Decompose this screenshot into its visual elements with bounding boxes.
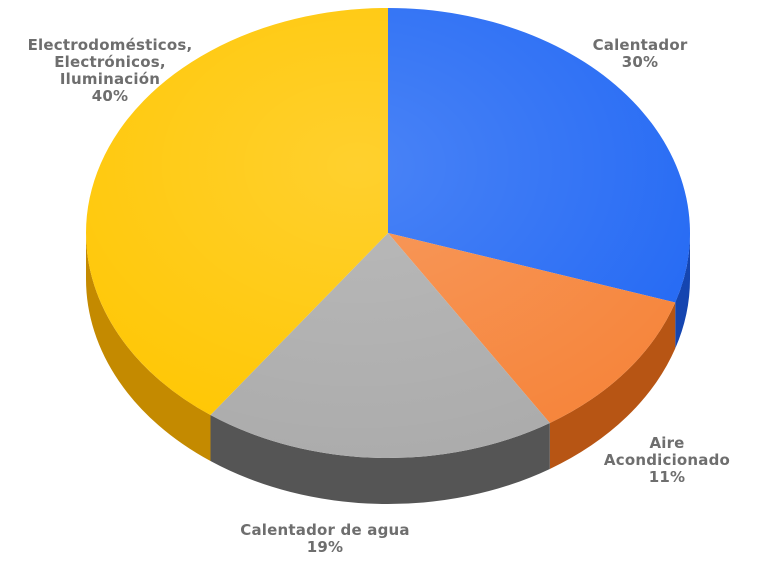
pie-tops: [86, 8, 690, 458]
pie-side-aire-acondicionado: [549, 302, 676, 469]
pie-side-electrodomesticos-electronicos-iluminacion: [86, 233, 211, 462]
pie-sheen: [86, 8, 690, 458]
pie-side-calentador-de-agua: [210, 415, 550, 504]
slice-name-line: Calentador: [592, 36, 688, 54]
slice-label-electrodomesticos: Electrodomésticos, Electrónicos, Ilumina…: [10, 37, 210, 105]
slice-name-line: Acondicionado: [603, 451, 731, 469]
slice-name-line: Electrónicos,: [54, 53, 166, 71]
slice-percent: 11%: [648, 468, 686, 486]
pie-sides: [86, 233, 690, 504]
slice-percent: 19%: [306, 538, 344, 556]
pie-side-calentador: [675, 233, 690, 349]
slice-percent: 40%: [91, 87, 129, 105]
slice-name-line: Aire: [649, 434, 685, 452]
slice-name-line: Calentador de agua: [240, 521, 410, 539]
slice-name-line: Electrodomésticos,: [27, 36, 193, 54]
slice-percent: 30%: [621, 53, 659, 71]
slice-label-calentador-de-agua: Calentador de agua 19%: [210, 522, 440, 556]
slice-name-line: Iluminación: [59, 70, 161, 88]
slice-label-calentador: Calentador 30%: [555, 37, 725, 71]
slice-label-aire-acondicionado: Aire Acondicionado 11%: [582, 435, 752, 486]
